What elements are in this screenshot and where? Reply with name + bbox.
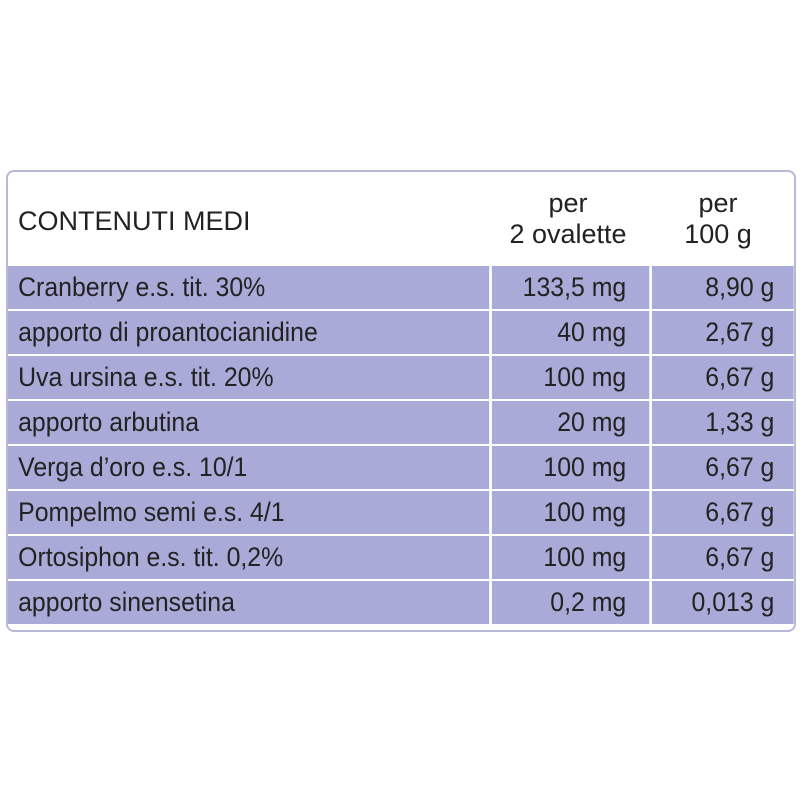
- table-cell: 133,5 mg: [522, 272, 627, 302]
- table-cell: Verga d’oro e.s. 10/1: [18, 452, 248, 482]
- column-divider: [649, 311, 652, 356]
- header-line: per: [698, 188, 738, 218]
- table-row: apporto sinensetina 0,2 mg 0,013 g: [8, 579, 794, 626]
- table-row: Cranberry e.s. tit. 30% 133,5 mg 8,90 g: [8, 264, 794, 311]
- table-cell: apporto di proantocianidine: [18, 317, 318, 347]
- column-divider: [649, 581, 652, 626]
- column-divider: [489, 536, 492, 581]
- table-row: Verga d’oro e.s. 10/1 100 mg 6,67 g: [8, 444, 794, 491]
- header-col: per 100 g: [648, 188, 788, 250]
- column-divider: [649, 401, 652, 446]
- header-line: 100 g: [684, 219, 752, 249]
- table-cell: 100 mg: [543, 542, 627, 572]
- table-cell: 6,67 g: [705, 542, 775, 572]
- column-divider: [489, 491, 492, 536]
- table-row: Pompelmo semi e.s. 4/1 100 mg 6,67 g: [8, 489, 794, 536]
- table-row: Uva ursina e.s. tit. 20% 100 mg 6,67 g: [8, 354, 794, 401]
- column-divider: [489, 401, 492, 446]
- table-cell: Uva ursina e.s. tit. 20%: [18, 362, 274, 392]
- column-divider: [649, 266, 652, 311]
- header-label: CONTENUTI MEDI: [18, 206, 251, 236]
- table-cell: 100 mg: [543, 362, 627, 392]
- header-line: per: [548, 188, 588, 218]
- table-cell: 100 mg: [543, 452, 627, 482]
- table-cell: 6,67 g: [705, 497, 775, 527]
- table: CONTENUTI MEDI per 2 ovalette per 100 g Cr…: [6, 170, 796, 632]
- table-row: Ortosiphon e.s. tit. 0,2% 100 mg 6,67 g: [8, 534, 794, 581]
- table-cell: Cranberry e.s. tit. 30%: [18, 272, 266, 302]
- column-divider: [489, 581, 492, 626]
- table-cell: 40 mg: [557, 317, 627, 347]
- column-divider: [649, 356, 652, 401]
- column-divider: [489, 446, 492, 491]
- table-cell: 0,013 g: [691, 587, 775, 617]
- column-divider: [489, 356, 492, 401]
- header-col: per 2 ovalette: [488, 188, 648, 250]
- table-cell: Pompelmo semi e.s. 4/1: [18, 497, 285, 527]
- table-cell: 1,33 g: [705, 407, 775, 437]
- table-cell: apporto arbutina: [18, 407, 200, 437]
- column-divider: [649, 446, 652, 491]
- table-body: Cranberry e.s. tit. 30% 133,5 mg 8,90 g app…: [8, 264, 794, 626]
- table-cell: 0,2 mg: [550, 587, 627, 617]
- table-row: apporto di proantocianidine 40 mg 2,67 g: [8, 309, 794, 356]
- header-line: 2 ovalette: [509, 219, 627, 249]
- table-row: apporto arbutina 20 mg 1,33 g: [8, 399, 794, 446]
- table-cell: 100 mg: [543, 497, 627, 527]
- column-divider: [649, 491, 652, 536]
- table-cell: 20 mg: [557, 407, 627, 437]
- table-cell: 6,67 g: [705, 452, 775, 482]
- column-divider: [489, 311, 492, 356]
- table-cell: 2,67 g: [705, 317, 775, 347]
- table-header: CONTENUTI MEDI per 2 ovalette per 100 g: [8, 172, 794, 264]
- table-cell: 6,67 g: [705, 362, 775, 392]
- column-divider: [649, 536, 652, 581]
- table-cell: 8,90 g: [705, 272, 775, 302]
- table-cell: Ortosiphon e.s. tit. 0,2%: [18, 542, 284, 572]
- column-divider: [489, 266, 492, 311]
- table-cell: apporto sinensetina: [18, 587, 235, 617]
